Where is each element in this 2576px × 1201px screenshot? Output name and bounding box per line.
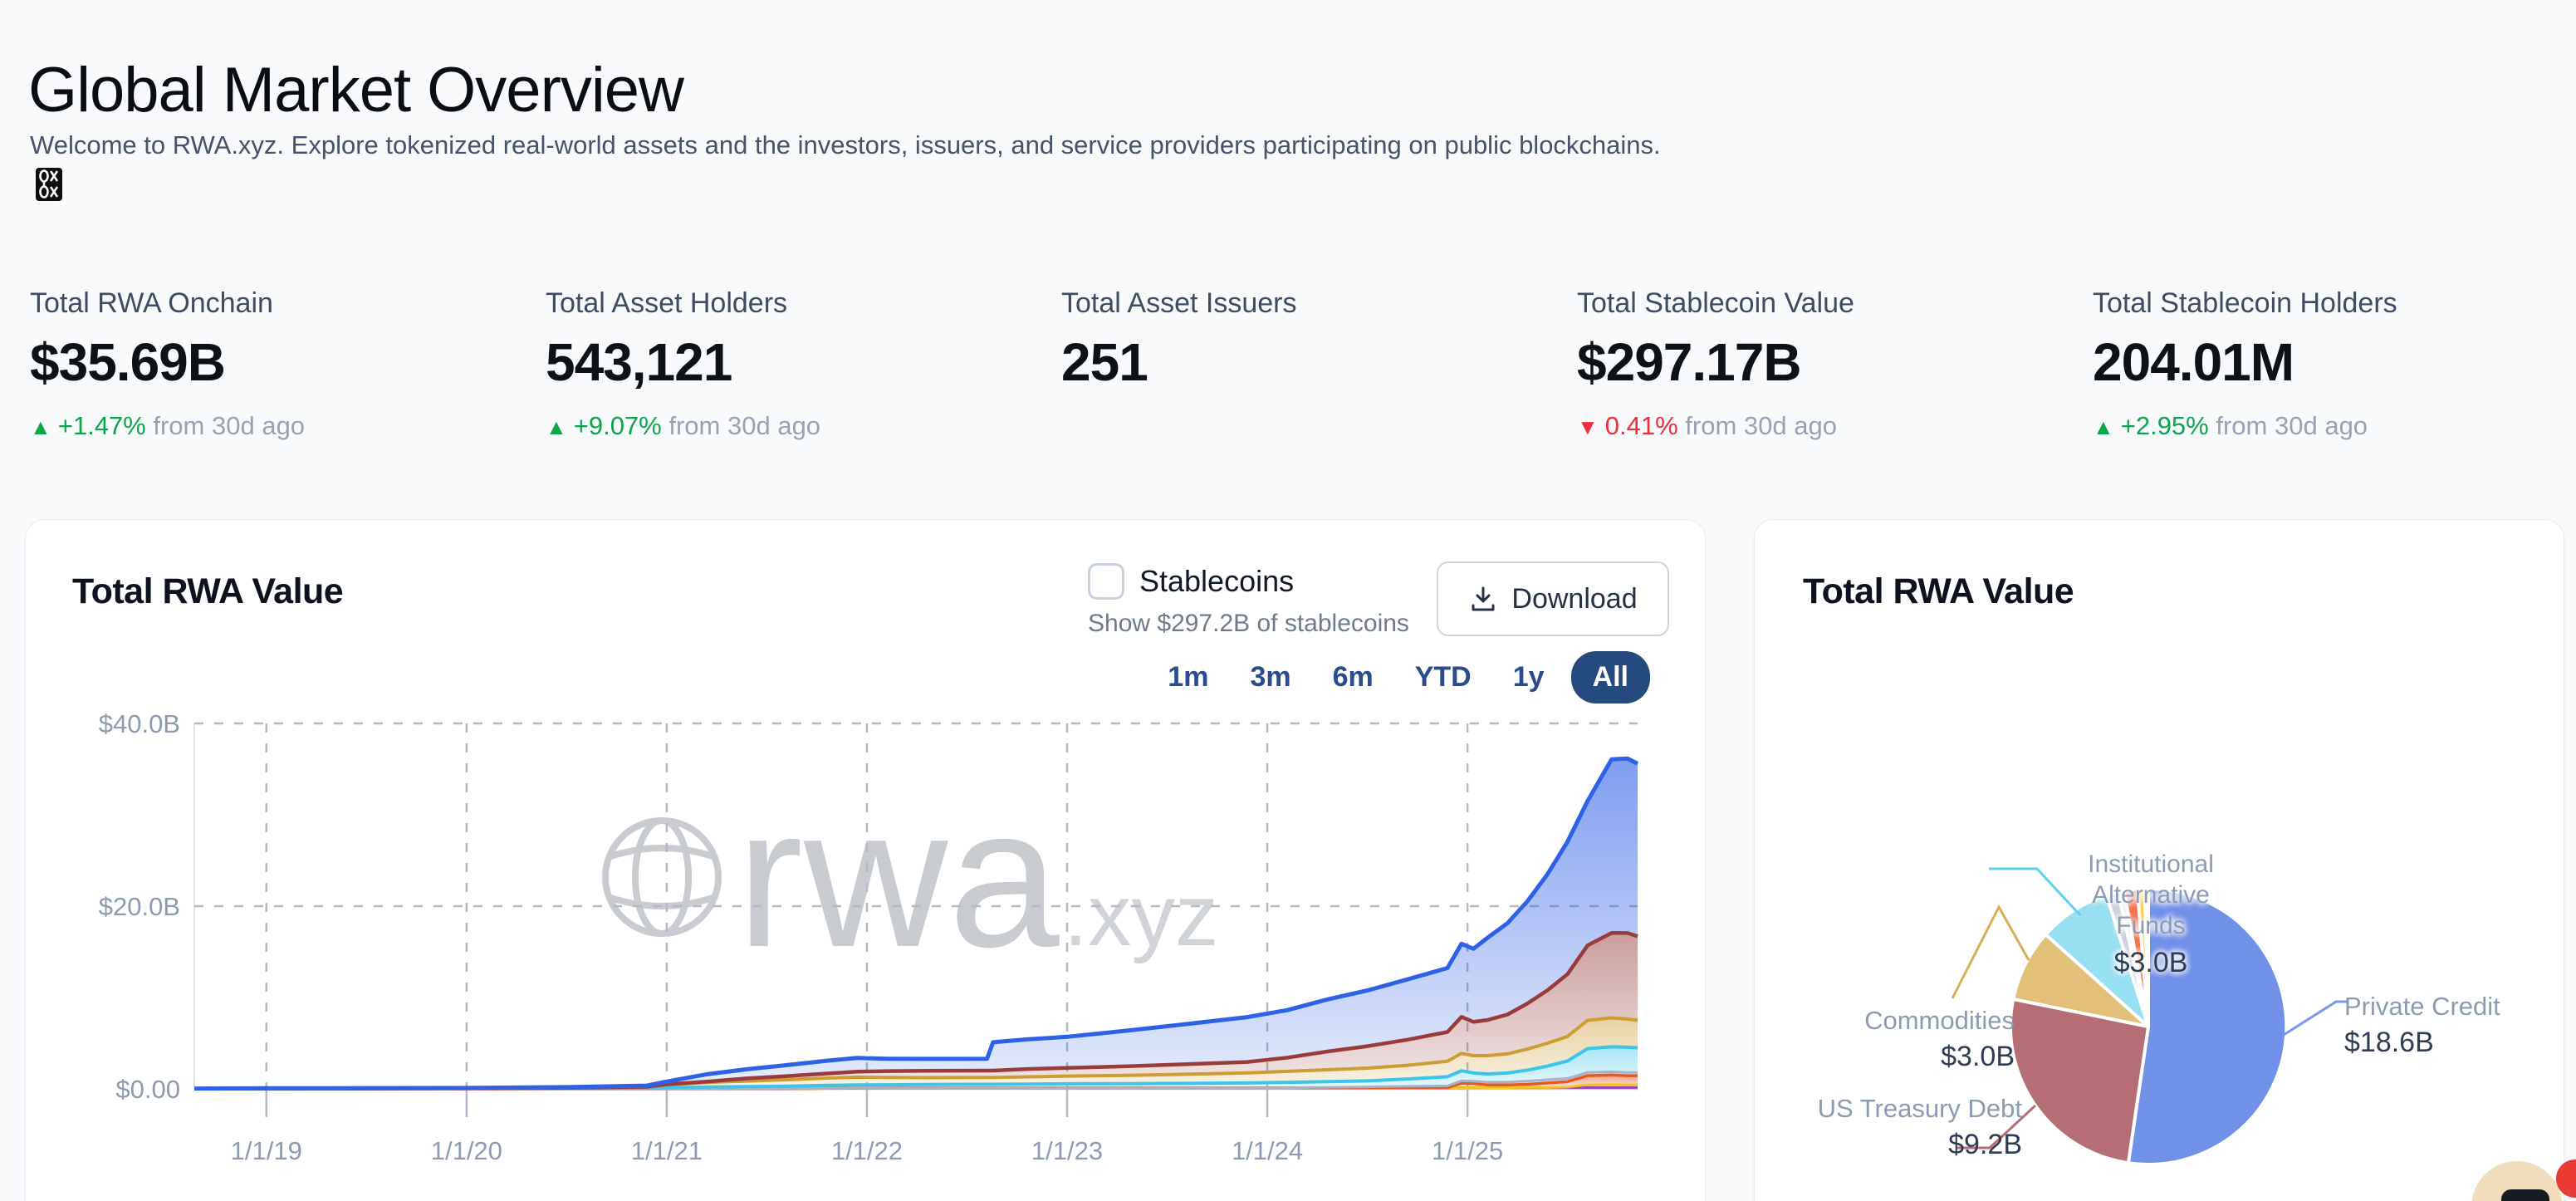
stablecoins-checkbox[interactable]	[1088, 563, 1124, 600]
svg-text:1/1/23: 1/1/23	[1031, 1136, 1103, 1165]
stat-total-rwa-onchain: Total RWA Onchain $35.69B ▲ +1.47% from 30d…	[30, 287, 528, 441]
stablecoins-checkbox-row[interactable]: Stablecoins	[1088, 563, 1409, 600]
stat-value: 204.01M	[2093, 332, 2294, 392]
triangle-up-icon: ▲	[30, 414, 51, 439]
pie-label-line: Institutional	[2088, 851, 2214, 878]
svg-text:1/1/24: 1/1/24	[1232, 1136, 1303, 1165]
pie-label-commodities: Commodities $3.0B	[1864, 1003, 2015, 1075]
svg-text:$0.00: $0.00	[115, 1075, 180, 1104]
stat-total-stablecoin-value: Total Stablecoin Value $297.17B ▼ 0.41% fro…	[1577, 287, 2075, 441]
range-button-6m[interactable]: 6m	[1332, 661, 1374, 693]
pie-label-institutional-alternative-funds: Institutional Alternative Funds $3.0B	[2014, 849, 2288, 981]
pie-label-private-credit: Private Credit $18.6B	[2344, 989, 2500, 1061]
download-button-label: Download	[1511, 582, 1638, 615]
pie-label-line: Private Credit	[2344, 992, 2500, 1021]
stat-label: Total Asset Issuers	[1061, 287, 1297, 319]
page-title: Global Market Overview	[28, 54, 684, 125]
triangle-up-icon: ▲	[2093, 414, 2114, 439]
pie-label-line: Alternative	[2092, 881, 2210, 909]
chat-bubble-icon	[2501, 1189, 2549, 1201]
stat-delta: ▲ +9.07% from 30d ago	[546, 411, 821, 440]
triangle-up-icon: ▲	[546, 414, 567, 439]
svg-text:1/1/22: 1/1/22	[831, 1136, 903, 1165]
total-rwa-value-chart-card: Total RWA Value Stablecoins Show $297.2B…	[25, 519, 1706, 1201]
stat-total-stablecoin-holders: Total Stablecoin Holders 204.01M ▲ +2.95% f…	[2093, 287, 2576, 441]
svg-text:$40.0B: $40.0B	[99, 709, 180, 738]
download-icon	[1472, 586, 1495, 611]
stat-value: 543,121	[546, 332, 732, 392]
pie-label-line: US Treasury Debt	[1817, 1094, 2022, 1123]
page-description: Welcome to RWA.xyz. Explore tokenized re…	[30, 125, 1691, 215]
triangle-down-icon: ▼	[1577, 414, 1599, 439]
stat-label: Total RWA Onchain	[30, 287, 273, 319]
total-rwa-value-pie-card: Total RWA Value Institutional Alternativ…	[1754, 519, 2564, 1201]
stat-delta: ▲ +1.47% from 30d ago	[30, 411, 306, 440]
stablecoins-toggle-group: Stablecoins Show $297.2B of stablecoins	[1088, 563, 1409, 638]
stablecoins-subtitle: Show $297.2B of stablecoins	[1088, 610, 1409, 637]
stat-delta: ▲ +2.95% from 30d ago	[2093, 411, 2368, 440]
pie-label-line: Funds	[2116, 912, 2186, 939]
download-button[interactable]: Download	[1437, 561, 1669, 636]
svg-text:1/1/25: 1/1/25	[1432, 1136, 1503, 1165]
range-button-1m[interactable]: 1m	[1168, 661, 1209, 693]
pie-label-value: $9.2B	[1948, 1129, 2022, 1160]
rwa-allocation-pie-chart	[1951, 867, 2348, 1166]
stat-label: Total Stablecoin Holders	[2093, 287, 2397, 319]
stat-label: Total Asset Holders	[546, 287, 788, 319]
stat-label: Total Stablecoin Value	[1577, 287, 1854, 319]
pie-label-value: $3.0B	[2113, 947, 2188, 978]
svg-text:1/1/21: 1/1/21	[631, 1136, 703, 1165]
stat-total-asset-holders: Total Asset Holders 543,121 ▲ +9.07% from 3…	[546, 287, 1044, 441]
stablecoins-checkbox-label: Stablecoins	[1139, 564, 1295, 598]
stat-value: $297.17B	[1577, 332, 1802, 392]
range-button-3m[interactable]: 3m	[1250, 661, 1291, 693]
chain-link-icon	[35, 166, 63, 215]
pie-label-line: Commodities	[1864, 1006, 2015, 1035]
time-range-selector: 1m 3m 6m YTD 1y All	[1153, 651, 1650, 703]
range-button-ytd[interactable]: YTD	[1414, 661, 1472, 693]
svg-text:$20.0B: $20.0B	[99, 892, 180, 921]
stat-value: 251	[1061, 332, 1148, 392]
pie-label-value: $3.0B	[1941, 1041, 2015, 1072]
svg-text:1/1/20: 1/1/20	[431, 1136, 502, 1165]
area-card-title: Total RWA Value	[72, 571, 344, 611]
pie-label-value: $18.6B	[2344, 1027, 2434, 1058]
rwa-area-chart: $40.0B $20.0B $0.00 1/1/19 1/1/20 1/1/21 1/1/2…	[99, 709, 1639, 1165]
pie-card-title: Total RWA Value	[1803, 571, 2074, 611]
pie-label-us-treasury-debt: US Treasury Debt $9.2B	[1818, 1091, 2022, 1163]
range-button-1y[interactable]: 1y	[1512, 661, 1545, 693]
stat-total-asset-issuers: Total Asset Issuers 251	[1061, 287, 1560, 393]
stat-delta: ▼ 0.41% from 30d ago	[1577, 411, 1837, 440]
page-description-text: Welcome to RWA.xyz. Explore tokenized re…	[30, 130, 1661, 159]
range-button-all[interactable]: All	[1570, 651, 1650, 703]
stat-value: $35.69B	[30, 332, 226, 392]
svg-text:1/1/19: 1/1/19	[231, 1136, 302, 1165]
